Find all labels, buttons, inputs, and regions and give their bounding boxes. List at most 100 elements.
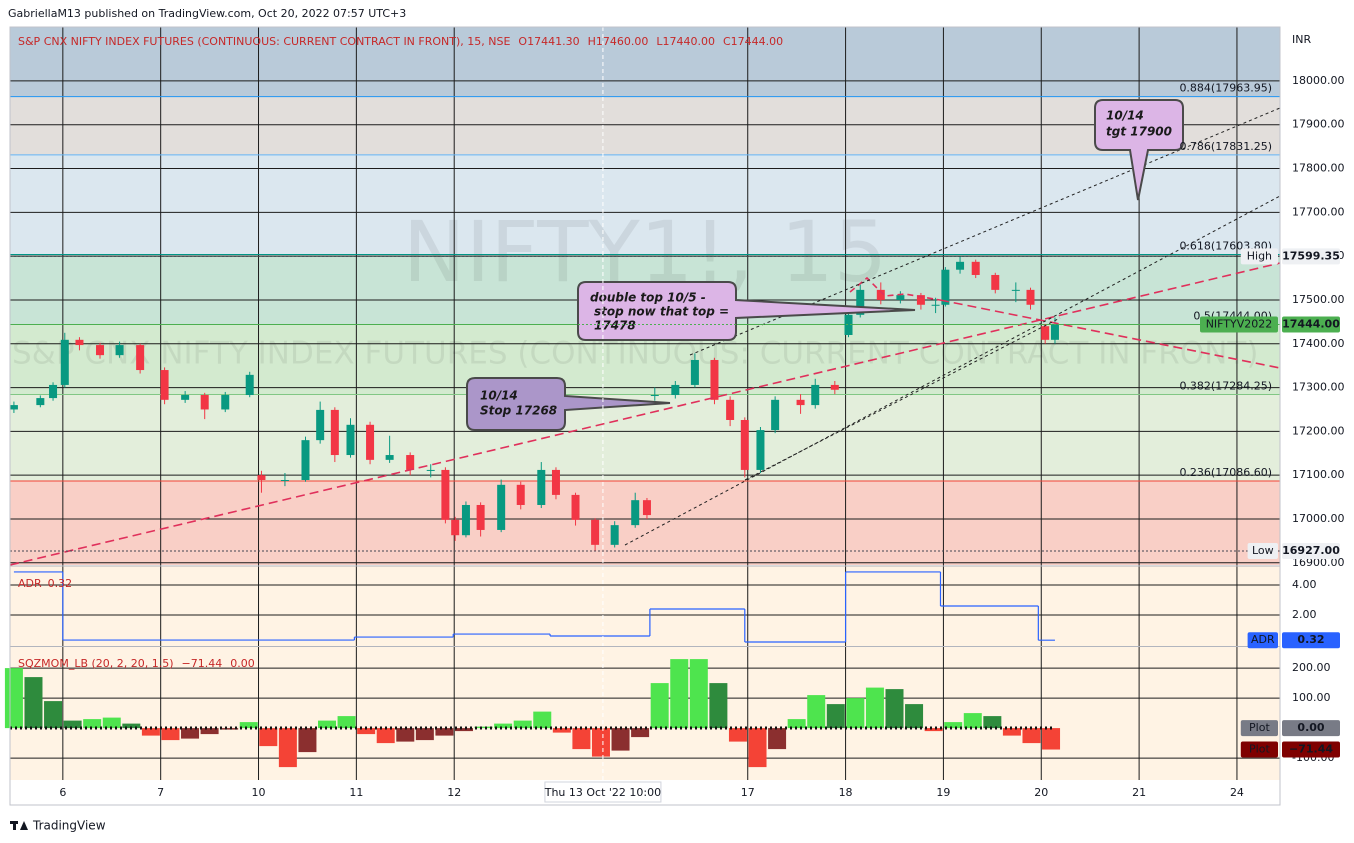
- y-tick-label: 17000.00: [1292, 512, 1345, 525]
- marker-value-box: [1282, 632, 1340, 649]
- callout-text: 17478: [594, 319, 636, 333]
- momentum-bar: [494, 723, 513, 729]
- legend-part: H17460.00: [588, 35, 649, 48]
- y-tick-label: 17700.00: [1292, 205, 1345, 218]
- marker-name: High: [1247, 249, 1272, 262]
- y-tick-label: 17300.00: [1292, 381, 1345, 394]
- candle-body: [366, 424, 375, 460]
- y-tick-label: 18000.00: [1292, 74, 1345, 87]
- watermark-subtitle: S&P CNX NIFTY INDEX FUTURES (CONTINUOUS:…: [12, 336, 1258, 372]
- candle-body: [476, 504, 485, 530]
- x-tick-label: 6: [59, 786, 66, 799]
- x-tick-label: 21: [1132, 786, 1146, 799]
- trend-line: [939, 299, 1281, 369]
- double-top-line: [849, 276, 941, 301]
- fib-zone: [10, 481, 1280, 565]
- x-tick-label: 12: [447, 786, 461, 799]
- brand-logo: [10, 821, 28, 830]
- x-tick-label: 18: [839, 786, 853, 799]
- candle-body: [876, 289, 885, 300]
- callout: [466, 377, 671, 431]
- candle-body: [49, 384, 58, 399]
- crosshair-label-box: [544, 781, 662, 803]
- candle-body: [931, 304, 940, 306]
- marker-value-box: [1282, 316, 1340, 333]
- momentum-bar: [396, 728, 415, 742]
- publisher: GabriellaM13 published on TradingView.co…: [8, 7, 406, 20]
- fib-label: 0.884(17963.95): [1179, 82, 1272, 95]
- momentum-bar: [807, 695, 826, 729]
- momentum-bar: [102, 717, 121, 729]
- candle-body: [830, 384, 839, 390]
- candle-body: [245, 374, 254, 396]
- candle-body: [971, 261, 980, 275]
- candle-body: [280, 480, 289, 482]
- candle-body: [1011, 289, 1020, 291]
- marker-name: Plot: [1249, 721, 1270, 734]
- y-tick-label: 17500.00: [1292, 293, 1345, 306]
- momentum-bar: [44, 701, 63, 729]
- callout-text: 10/14: [1106, 109, 1144, 123]
- candle-body: [406, 455, 415, 470]
- legend: S&P CNX NIFTY INDEX FUTURES (CONTINUOUS:…: [18, 35, 783, 48]
- legend-part: 0.32: [48, 577, 73, 590]
- marker-value: 16927.00: [1282, 544, 1340, 557]
- y-tick-label: 100.00: [1292, 691, 1331, 704]
- candle-body: [650, 395, 659, 397]
- candle-body: [690, 359, 699, 385]
- candle-body: [257, 475, 266, 481]
- momentum-bar: [200, 728, 219, 735]
- momentum-bar: [865, 687, 884, 729]
- legend-part: −71.44: [182, 657, 223, 670]
- candle-body: [136, 345, 145, 371]
- candle-body: [856, 289, 865, 315]
- candle-body: [330, 409, 339, 456]
- y-tick-label: 17900.00: [1292, 118, 1345, 131]
- momentum-bar: [728, 728, 747, 742]
- y-tick-label: 17200.00: [1292, 424, 1345, 437]
- marker-value: 17599.35: [1282, 249, 1340, 262]
- momentum-bar: [1022, 728, 1041, 744]
- momentum-bar: [63, 720, 82, 729]
- y-tick-label: 17400.00: [1292, 337, 1345, 350]
- callout-text: Stop 17268: [480, 404, 557, 418]
- marker-name-box: [1240, 720, 1278, 737]
- callout: [1094, 99, 1184, 201]
- candle-body: [710, 359, 719, 400]
- x-tick-label: 19: [936, 786, 950, 799]
- candle-body: [1050, 324, 1059, 340]
- candle-body: [796, 399, 805, 406]
- y-tick-label: 16900.00: [1292, 556, 1345, 569]
- candle-body: [516, 484, 525, 505]
- candle-body: [346, 424, 355, 456]
- momentum-bar: [591, 728, 610, 757]
- candle-body: [60, 339, 69, 385]
- candle-body: [811, 384, 820, 406]
- marker-value-box: [1282, 248, 1340, 265]
- indicator-background: [10, 566, 1280, 780]
- candle-body: [426, 469, 435, 471]
- legend-part: ADR: [18, 577, 42, 590]
- fib-label: 0.382(17284.25): [1179, 379, 1272, 392]
- momentum-bar: [748, 728, 767, 768]
- marker-value: −71.44: [1289, 743, 1333, 756]
- candle-body: [916, 295, 925, 305]
- legend-part: S&P CNX NIFTY INDEX FUTURES (CONTINUOUS:…: [18, 35, 510, 48]
- marker-name-box: [1247, 542, 1278, 559]
- momentum-bar: [768, 728, 787, 750]
- candle-body: [610, 525, 619, 545]
- callout-text: 10/14: [480, 389, 518, 403]
- momentum-bar: [161, 728, 180, 741]
- fib-zone: [10, 27, 1280, 97]
- marker-name: ADR: [1251, 633, 1275, 646]
- momentum-bar: [572, 728, 591, 750]
- crosshair-label: Thu 13 Oct '22 10:00: [544, 786, 661, 799]
- legend-part: O17441.30: [518, 35, 579, 48]
- logo-part: [13, 821, 16, 830]
- momentum-bar: [141, 728, 160, 736]
- marker-name: NIFTYV2022: [1206, 317, 1273, 330]
- candle-body: [9, 405, 18, 410]
- momentum-bar: [454, 728, 473, 732]
- candle-body: [385, 455, 394, 460]
